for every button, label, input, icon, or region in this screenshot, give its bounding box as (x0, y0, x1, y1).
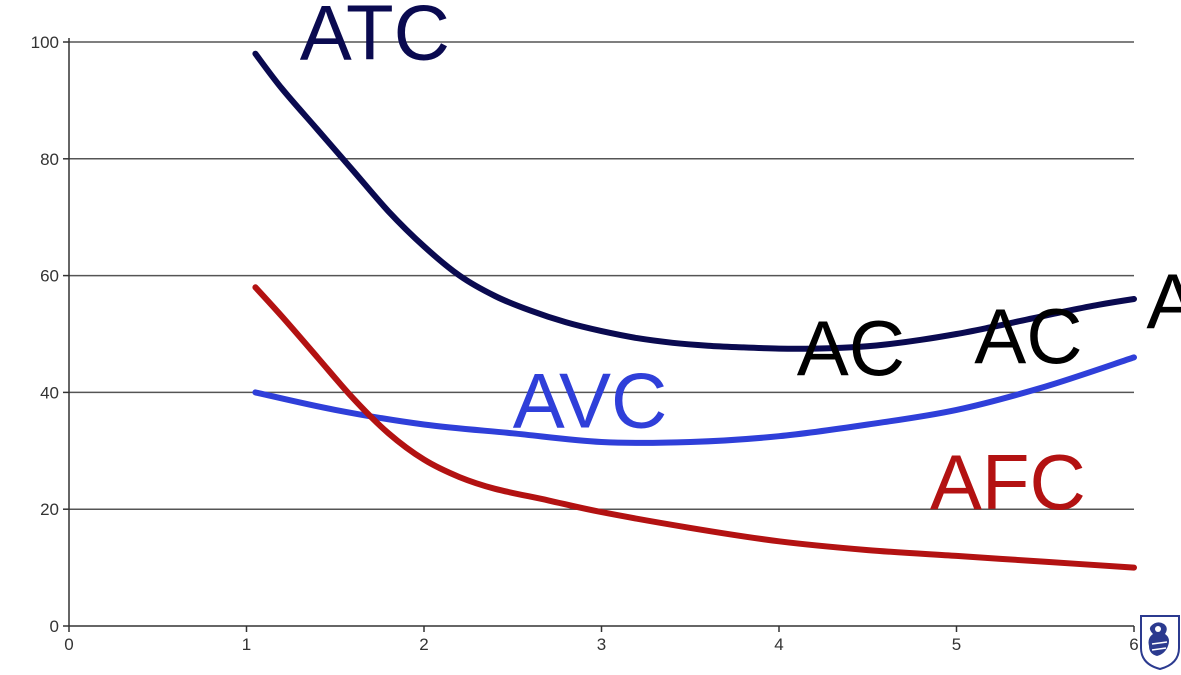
y-tick-label-100: 100 (31, 33, 59, 52)
x-tick-label-4: 4 (774, 635, 783, 654)
x-tick-label-0: 0 (64, 635, 73, 654)
axes (63, 38, 1135, 632)
series-line-avc (252, 354, 1137, 446)
series-lines (252, 50, 1137, 571)
curve-label-ac-3: AC (797, 304, 905, 392)
curve-label-avc-1: AVC (513, 356, 668, 444)
curve-label-ac-4: AC (974, 292, 1082, 380)
curve-label-a-5: A (1146, 257, 1181, 345)
x-tick-label-3: 3 (597, 635, 606, 654)
curve-label-afc-2: AFC (930, 438, 1086, 526)
y-tick-label-60: 60 (40, 267, 59, 286)
y-tick-label-0: 0 (50, 617, 59, 636)
x-tick-label-5: 5 (952, 635, 961, 654)
y-tick-labels: 0 20 40 60 80 100 (31, 33, 59, 636)
x-tick-label-1: 1 (242, 635, 251, 654)
y-tick-label-80: 80 (40, 150, 59, 169)
series-line-afc (252, 284, 1137, 571)
y-tick-label-40: 40 (40, 383, 59, 402)
x-tick-label-2: 2 (419, 635, 428, 654)
series-line-atc (252, 50, 1137, 352)
x-tick-labels: 0 1 2 3 4 5 6 (64, 635, 1138, 654)
x-tick-label-6: 6 (1129, 635, 1138, 654)
curve-labels: ATC AVC AFC AC AC A (300, 0, 1181, 526)
gridlines (69, 41, 1134, 510)
curve-label-atc-0: ATC (300, 0, 450, 77)
y-tick-label-20: 20 (40, 500, 59, 519)
university-crest-icon (1137, 614, 1181, 671)
